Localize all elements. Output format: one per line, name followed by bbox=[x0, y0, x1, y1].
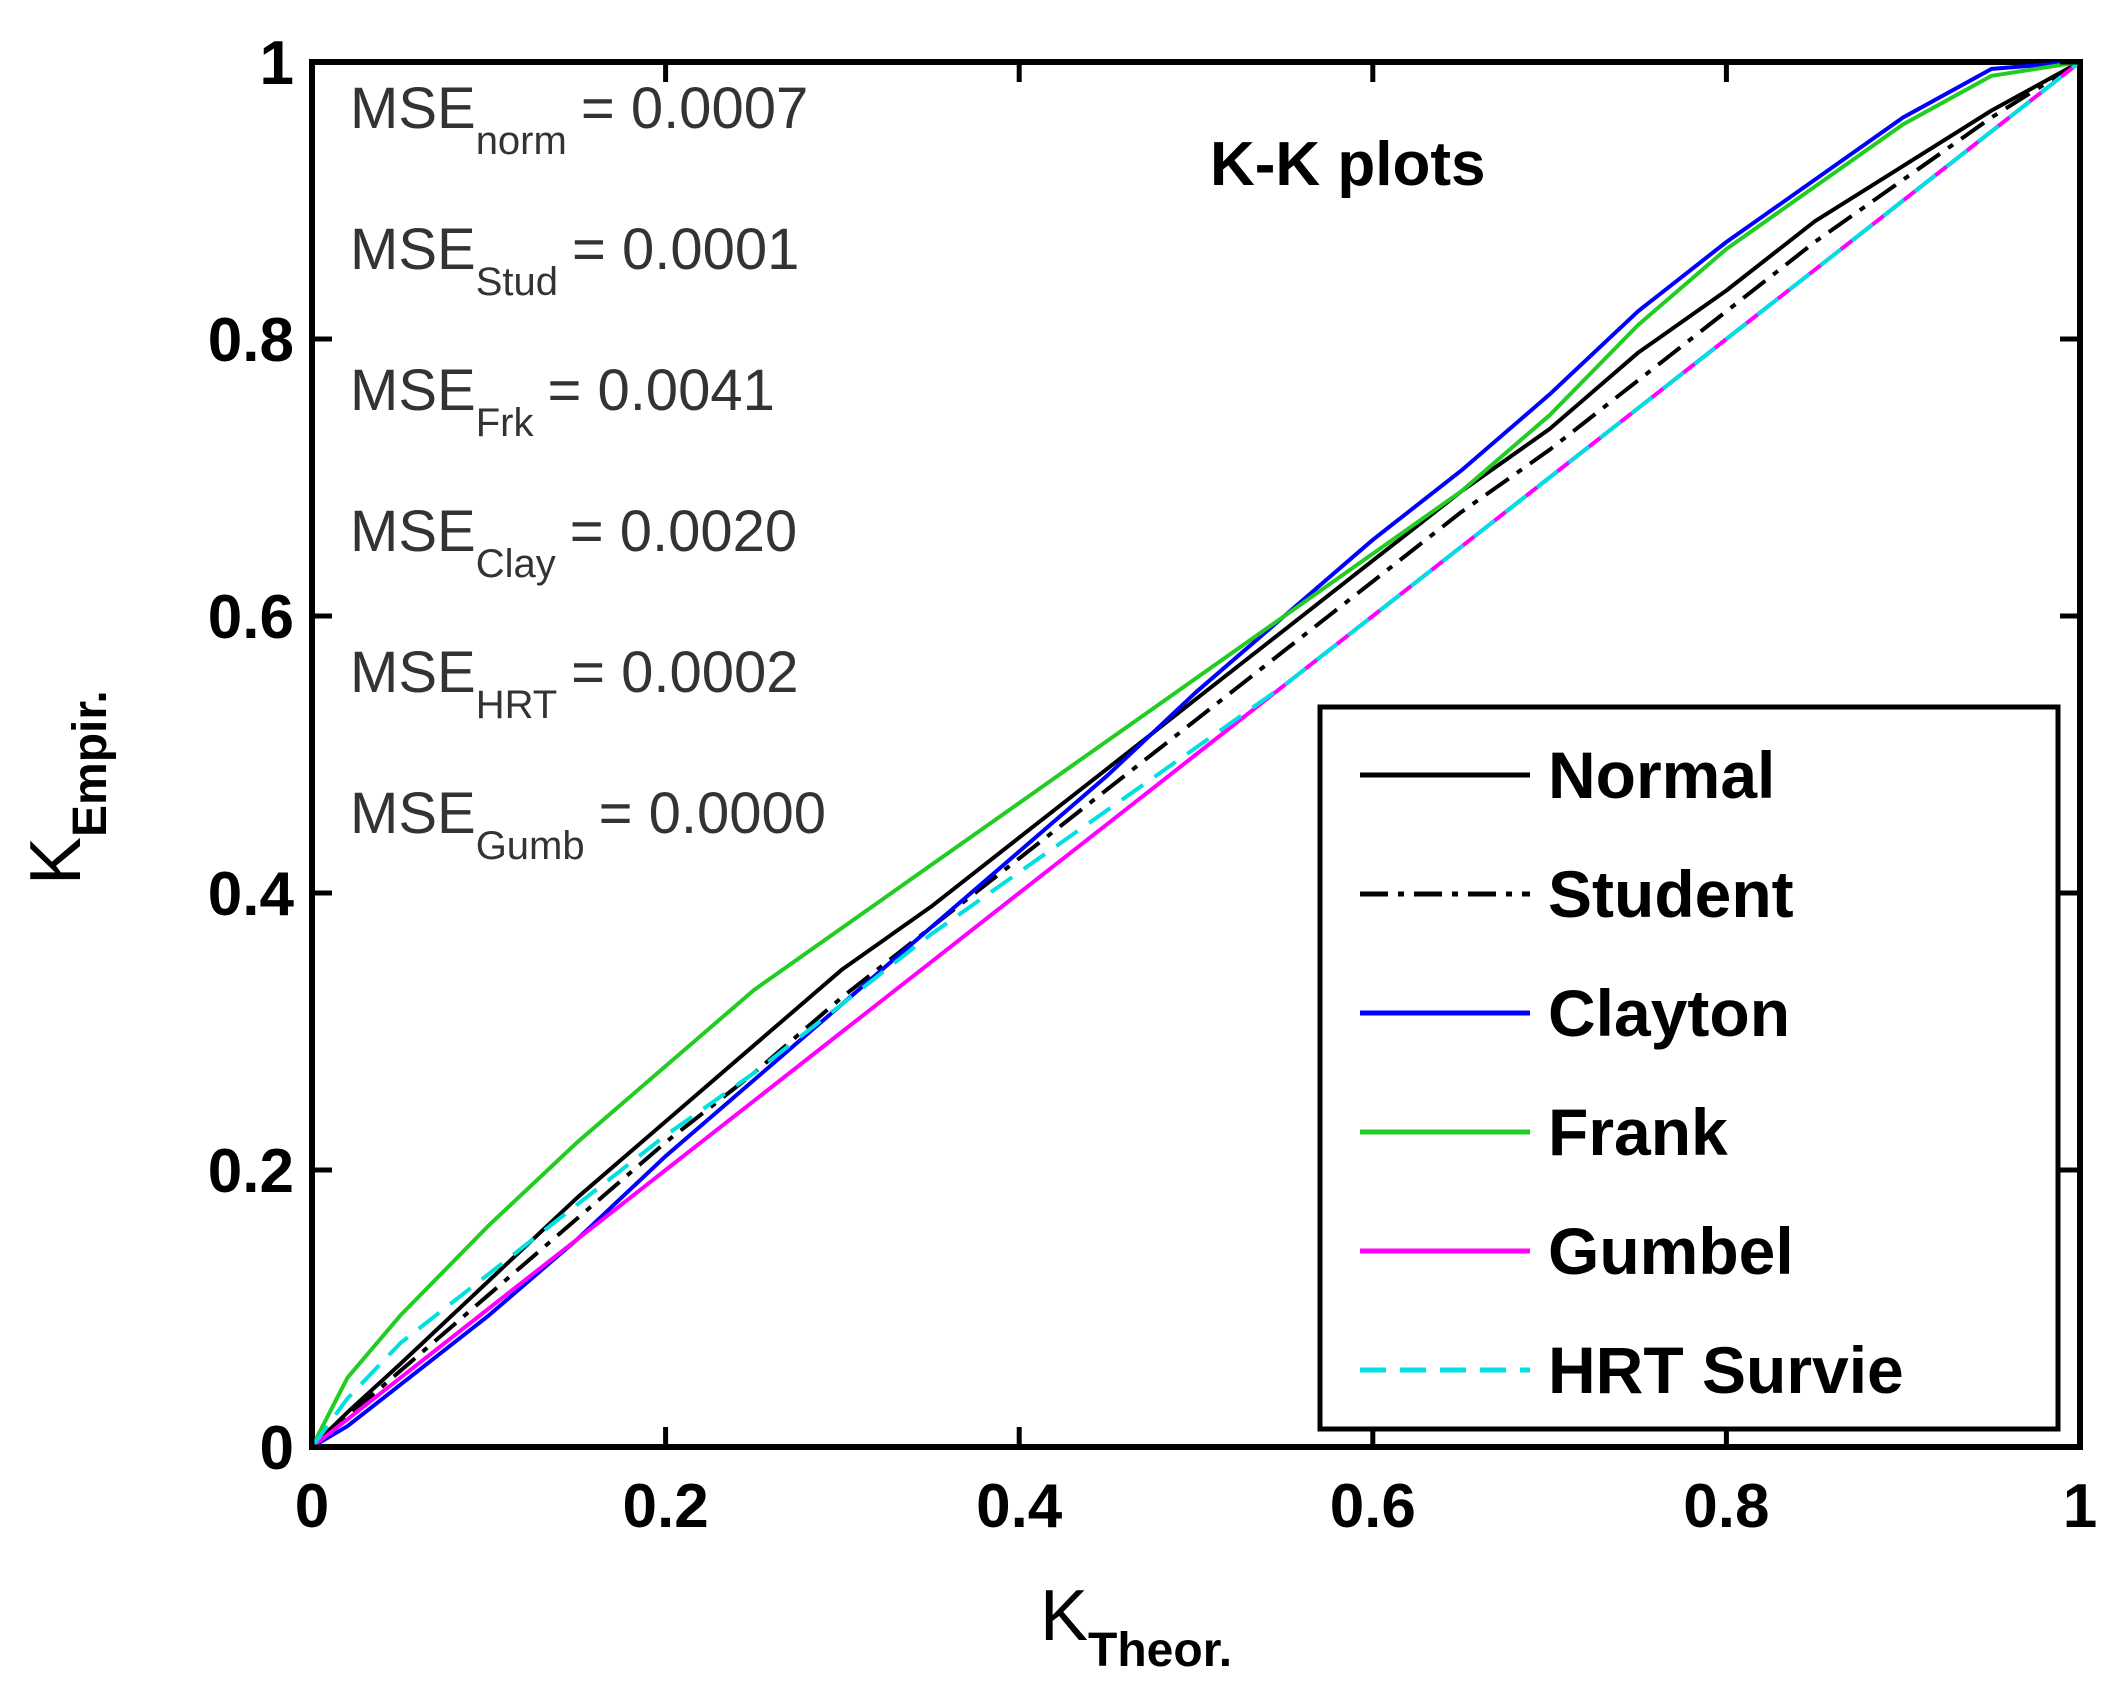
y-tick-label-5: 1 bbox=[260, 29, 294, 98]
legend-label-hrt-survie: HRT Survie bbox=[1548, 1333, 1904, 1407]
y-axis-label-main: K bbox=[16, 837, 96, 885]
legend-box bbox=[1317, 704, 2061, 1432]
x-axis-label: KTheor. bbox=[1040, 1576, 1232, 1677]
mse-subscript: Gumb bbox=[476, 824, 585, 868]
mse-value: = 0.0020 bbox=[570, 499, 797, 564]
mse-label: MSE bbox=[350, 217, 476, 282]
x-tick-label-5: 1 bbox=[2063, 1472, 2097, 1541]
y-tick-label-1: 0.2 bbox=[208, 1137, 294, 1206]
mse-value: = 0.0007 bbox=[581, 76, 808, 141]
mse-annotation-hrt: MSEHRT = 0.0002 bbox=[350, 640, 799, 727]
chart-title: K-K plots bbox=[1210, 130, 1486, 199]
y-tick-label-4: 0.8 bbox=[208, 306, 294, 375]
plot-area bbox=[309, 59, 2083, 1450]
mse-label: MSE bbox=[350, 781, 476, 846]
mse-annotation-clay: MSEClay = 0.0020 bbox=[350, 499, 797, 586]
mse-value: = 0.0000 bbox=[599, 781, 826, 846]
mse-label: MSE bbox=[350, 76, 476, 141]
series-layer bbox=[310, 60, 2082, 1449]
x-axis-label-sub: Theor. bbox=[1088, 1624, 1232, 1677]
legend: Normal Student Clayton Frank Gumbel HRT Survi… bbox=[1317, 704, 2061, 1432]
mse-annotation-gumb: MSEGumb = 0.0000 bbox=[350, 781, 826, 868]
legend-label-frank: Frank bbox=[1548, 1095, 1728, 1169]
mse-subscript: Frk bbox=[476, 401, 535, 445]
x-tick-label-4: 0.8 bbox=[1683, 1472, 1769, 1541]
y-axis-label-sub: Empir. bbox=[64, 690, 117, 837]
mse-label: MSE bbox=[350, 358, 476, 423]
legend-label-gumbel: Gumbel bbox=[1548, 1214, 1794, 1288]
mse-annotation-frk: MSEFrk = 0.0041 bbox=[350, 358, 775, 445]
mse-subscript: norm bbox=[476, 119, 567, 163]
mse-subscript: Clay bbox=[476, 542, 556, 586]
mse-label: MSE bbox=[350, 640, 476, 705]
legend-label-student: Student bbox=[1548, 857, 1794, 931]
mse-value: = 0.0001 bbox=[572, 217, 799, 282]
y-tick-label-3: 0.6 bbox=[208, 583, 294, 652]
mse-annotation-stud: MSEStud = 0.0001 bbox=[350, 217, 799, 304]
y-tick-labels: 0 0.2 0.4 0.6 0.8 1 bbox=[208, 29, 295, 1483]
y-tick-label-2: 0.4 bbox=[208, 860, 295, 929]
series-line-hrt-survie bbox=[310, 60, 2082, 1449]
x-tick-label-3: 0.6 bbox=[1330, 1472, 1416, 1541]
mse-value: = 0.0041 bbox=[547, 358, 774, 423]
y-axis-label: KEmpir. bbox=[16, 690, 117, 885]
mse-label: MSE bbox=[350, 499, 476, 564]
series-line-frank bbox=[310, 60, 2081, 1448]
legend-label-clayton: Clayton bbox=[1548, 976, 1790, 1050]
x-tick-labels: 0 0.2 0.4 0.6 0.8 1 bbox=[295, 1472, 2097, 1541]
x-axis-label-main: K bbox=[1040, 1576, 1088, 1656]
y-tick-label-0: 0 bbox=[260, 1414, 294, 1483]
mse-value: = 0.0002 bbox=[571, 640, 798, 705]
ticks-layer bbox=[309, 59, 2083, 1450]
x-tick-label-0: 0 bbox=[295, 1472, 329, 1541]
mse-subscript: Stud bbox=[476, 260, 558, 304]
legend-label-normal: Normal bbox=[1548, 738, 1775, 812]
mse-annotation-norm: MSEnorm = 0.0007 bbox=[350, 76, 808, 163]
legend-entries: Normal Student Clayton Frank Gumbel HRT Survi… bbox=[1360, 738, 1904, 1407]
mse-subscript: HRT bbox=[476, 683, 557, 727]
x-tick-label-2: 0.4 bbox=[976, 1472, 1063, 1541]
x-tick-label-1: 0.2 bbox=[622, 1472, 708, 1541]
series-line-clayton bbox=[310, 60, 2081, 1449]
series-line-student bbox=[310, 60, 2082, 1449]
